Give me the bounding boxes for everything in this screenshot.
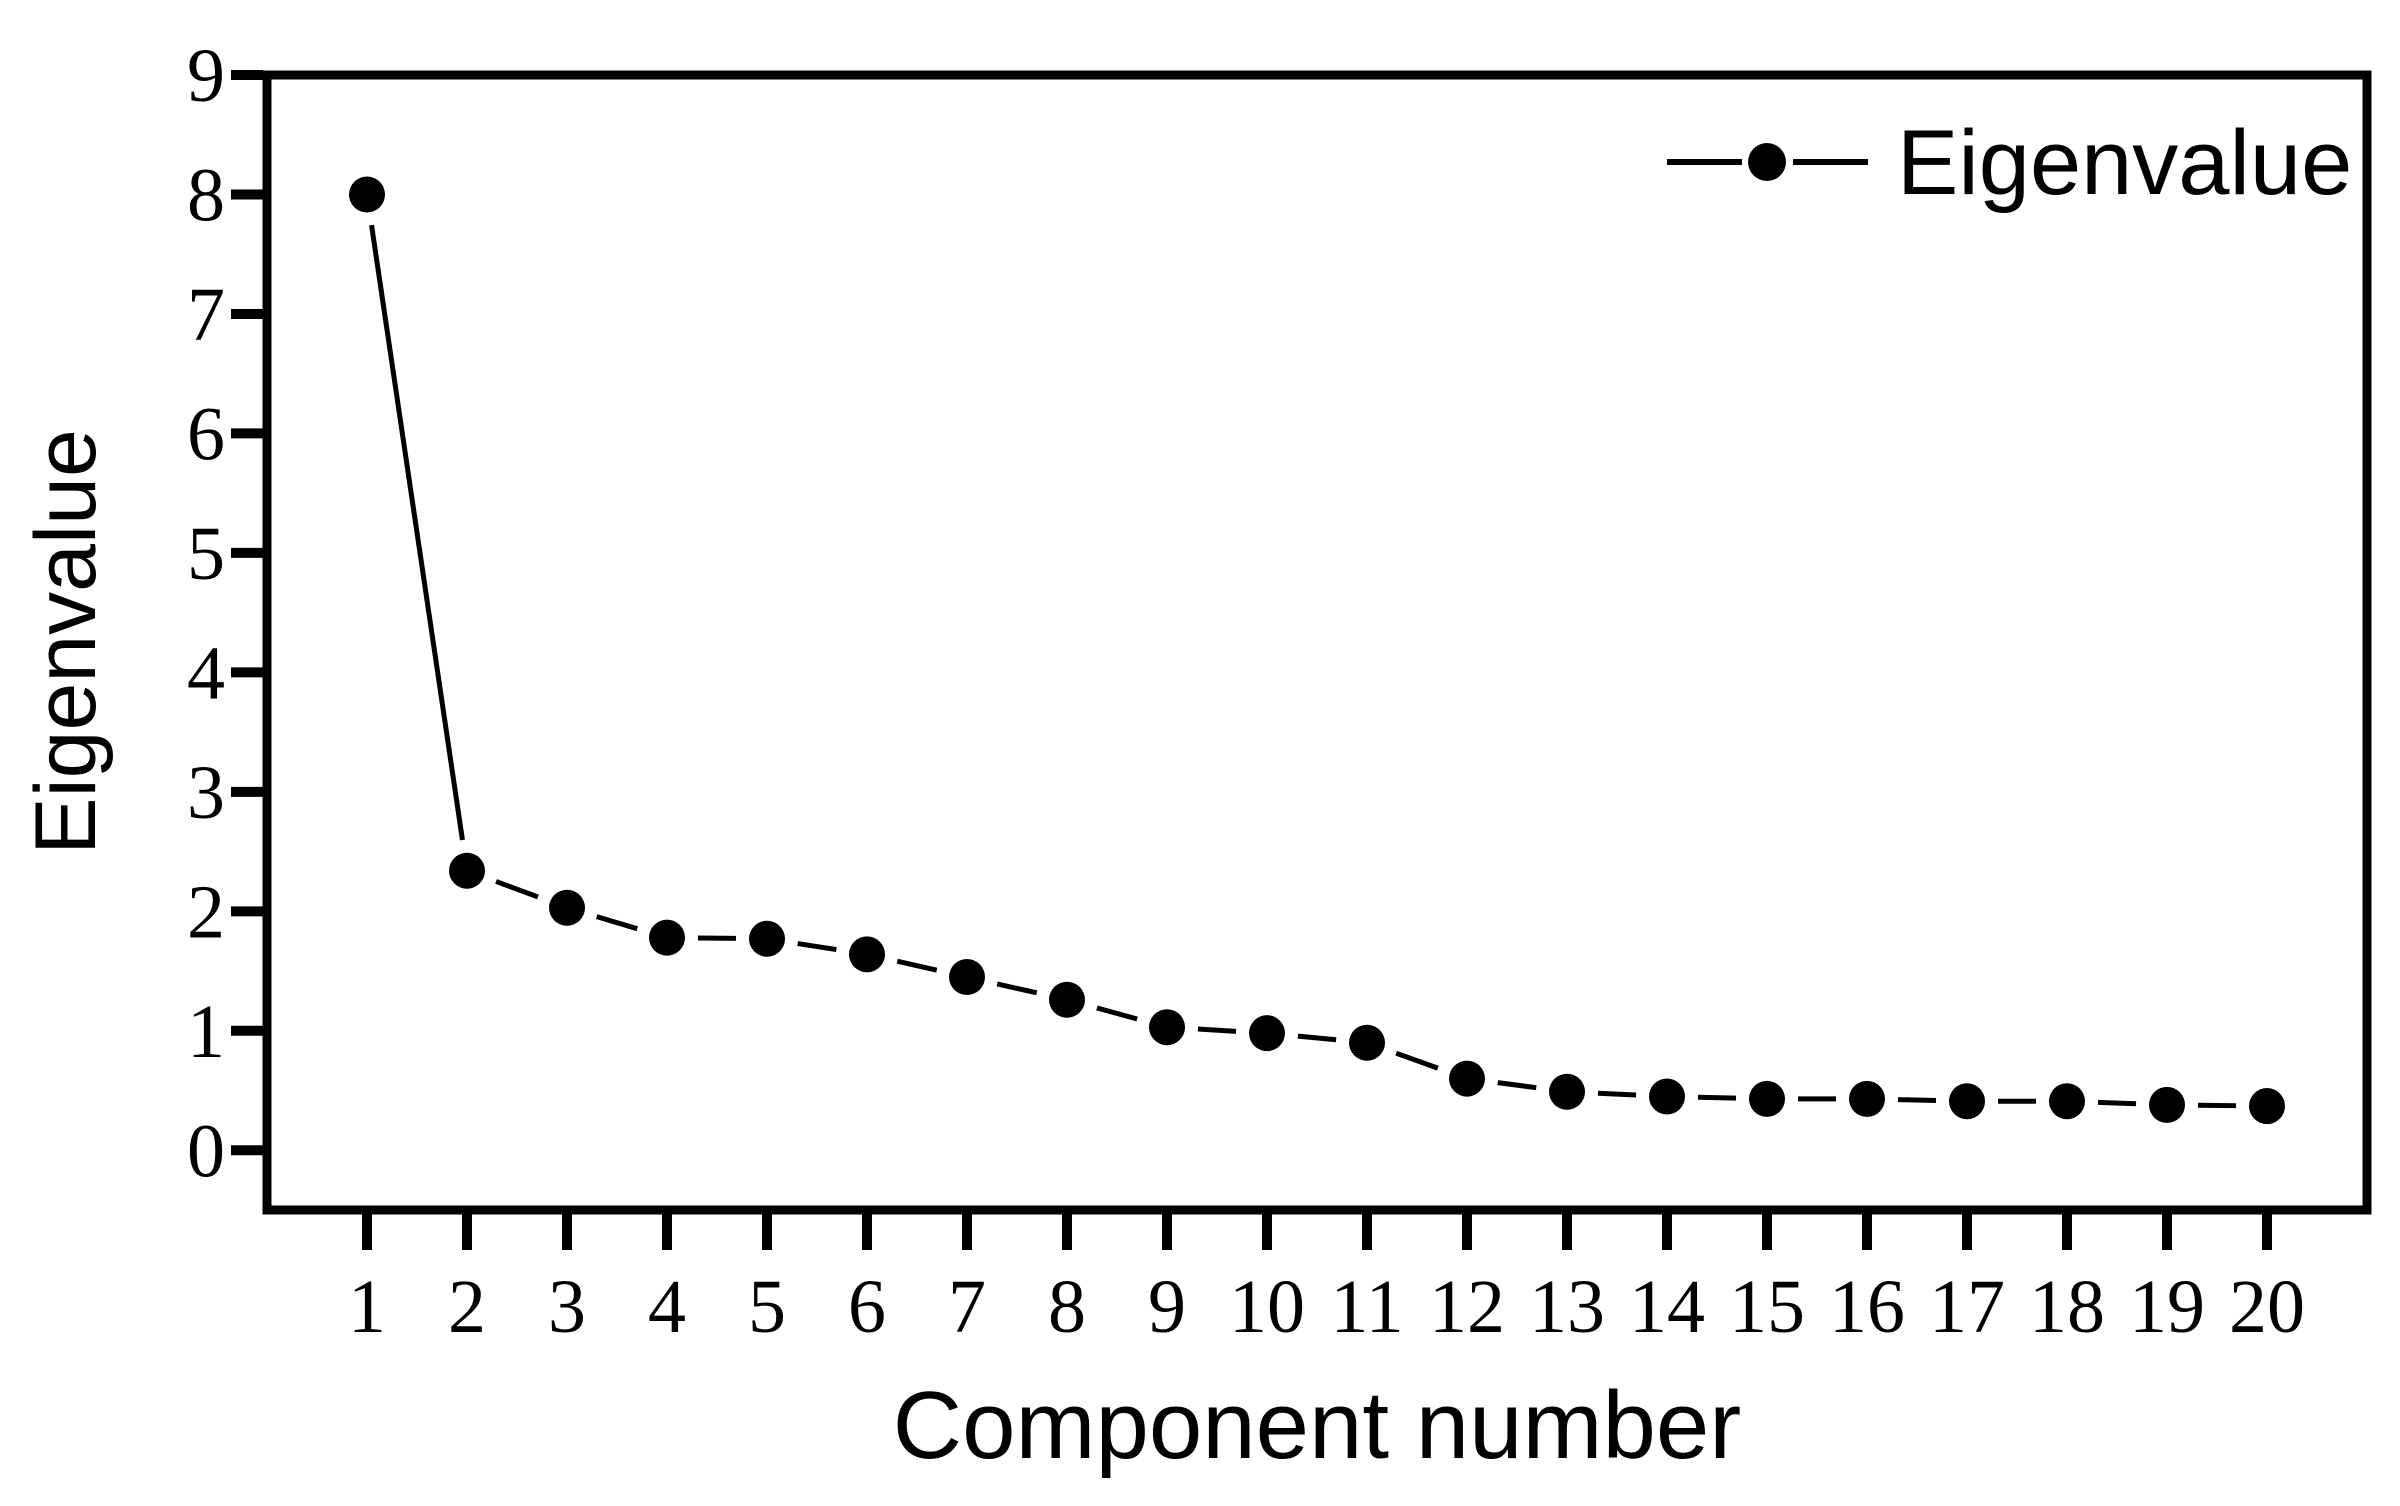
series-line-segment [996,981,1038,996]
x-tick-label: 5 [748,1265,786,1349]
y-tick-label: 3 [187,751,225,835]
y-axis-title: Eigenvalue [18,429,114,855]
x-tick-label: 3 [548,1265,586,1349]
data-point [1949,1083,1985,1120]
data-point [449,852,485,889]
data-point [2249,1088,2285,1125]
data-point [349,176,385,213]
legend: Eigenvalue [1667,112,2352,214]
x-tick-label: 9 [1148,1265,1186,1349]
data-point [549,889,585,926]
x-tick-label: 20 [2229,1265,2305,1349]
series-line-segment [1395,1050,1439,1071]
series-line-segment [1497,1080,1537,1091]
data-point [1349,1024,1385,1061]
y-tick-label: 0 [187,1109,225,1193]
data-point [649,919,685,956]
series-line-segment [595,914,639,932]
x-tick-label: 11 [1330,1265,1403,1349]
series-line-segment [369,224,465,841]
y-tick-label: 7 [187,273,225,357]
series-line-segment [495,879,539,900]
data-point [849,936,885,973]
y-tick-label: 5 [187,512,225,596]
x-tick-label: 4 [648,1265,686,1349]
y-tick-label: 6 [187,392,225,476]
x-tick-label: 2 [448,1265,486,1349]
plot-frame [262,70,2372,1215]
data-point [1549,1073,1585,1110]
y-tick-label: 9 [187,34,225,118]
x-tick-label: 15 [1729,1265,1805,1349]
y-tick-label: 1 [187,990,225,1074]
data-point [1649,1078,1685,1115]
x-tick-label: 17 [1929,1265,2005,1349]
x-tick-label: 13 [1529,1265,1605,1349]
legend-label: Eigenvalue [1897,112,2352,214]
data-point [1449,1060,1485,1097]
series-line-segment [1597,1090,1637,1098]
series-line-segment [896,958,938,973]
data-point [949,959,985,996]
series-line-segment [1697,1094,1737,1101]
x-tick-label: 1 [348,1265,386,1349]
x-tick-label: 10 [1229,1265,1305,1349]
data-point [749,920,785,957]
series-line-segment [2097,1099,2137,1107]
x-tick-label: 6 [848,1265,886,1349]
data-point [2049,1083,2085,1120]
y-tick-label: 4 [187,631,225,715]
x-tick-label: 16 [1829,1265,1905,1349]
x-tick-label: 8 [1048,1265,1086,1349]
y-tick-label: 8 [187,153,225,237]
series-line-segment [1297,1033,1337,1043]
series-line-segment [1197,1026,1237,1034]
series-line-segment [797,941,837,953]
x-tick-label: 7 [948,1265,986,1349]
series-line-segment [1096,1005,1138,1022]
x-tick-label: 19 [2129,1265,2205,1349]
series-line-segment [1897,1097,1937,1104]
data-point [1249,1015,1285,1052]
x-tick-label: 12 [1429,1265,1505,1349]
x-axis-title: Component number [893,1372,1741,1479]
x-tick-label: 14 [1629,1265,1705,1349]
data-point [1149,1009,1185,1046]
data-point [1049,981,1085,1018]
y-tick-label: 2 [187,870,225,954]
data-point [2149,1086,2185,1123]
data-point [1749,1080,1785,1117]
legend-marker-icon [1748,143,1786,181]
x-tick-label: 18 [2029,1265,2105,1349]
data-point [1849,1080,1885,1117]
